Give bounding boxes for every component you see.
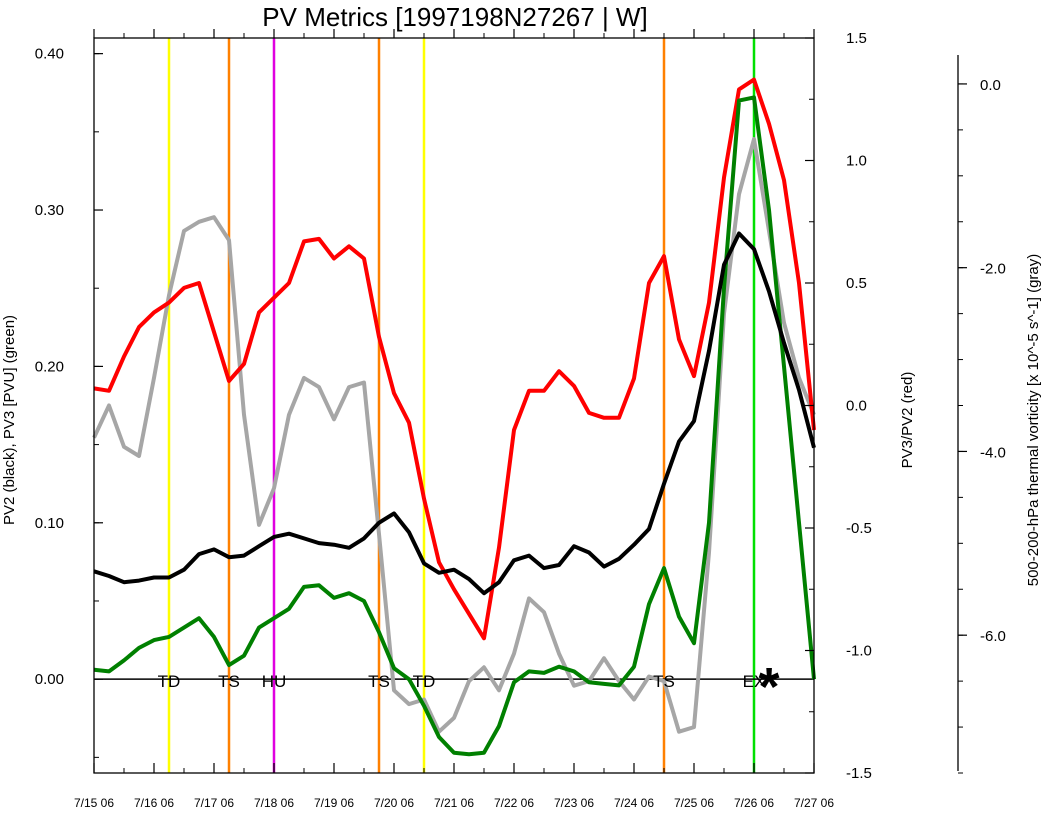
y-tick-label-right: 1.0 (846, 153, 867, 170)
y-tick-label-left: 0.20 (35, 358, 64, 375)
event-marker-label: HU (262, 672, 287, 691)
y-axis-label-far-right: 500-200-hPa thermal vorticity [x 10^-5 s… (1025, 254, 1042, 587)
x-tick-label: 7/15 06 (74, 796, 114, 810)
x-tick-label: 7/18 06 (254, 796, 294, 810)
chart-title: PV Metrics [1997198N27267 | W] (262, 2, 647, 32)
y-tick-label-left: 0.40 (35, 46, 64, 63)
x-tick-label: 7/17 06 (194, 796, 234, 810)
event-markers (94, 38, 814, 773)
series-lines: TD TS HU TS TD TS EX* (92, 77, 816, 757)
series-line (93, 95, 816, 757)
y-axis-label-right: PV3/PV2 (red) (899, 372, 916, 469)
y-tick-label-right: 0.5 (846, 275, 867, 292)
x-tick-label: 7/20 06 (374, 796, 414, 810)
x-tick-label: 7/26 06 (734, 796, 774, 810)
y-tick-label-far-right: -6.0 (980, 628, 1006, 645)
asterisk-marker: * (758, 657, 779, 717)
event-marker-label: TS (368, 672, 390, 691)
y-tick-label-right: -1.0 (846, 643, 872, 660)
x-tick-label: 7/25 06 (674, 796, 714, 810)
y-tick-label-far-right: -4.0 (980, 444, 1006, 461)
x-tick-label: 7/22 06 (494, 796, 534, 810)
y-axis-label-left: PV2 (black), PV3 [PVU] (green) (1, 315, 18, 525)
y-tick-label-right: 1.5 (846, 30, 867, 47)
event-marker-label: TS (218, 672, 240, 691)
y-tick-label-far-right: 0.0 (980, 77, 1001, 94)
event-marker-label: TD (413, 672, 436, 691)
series-line (93, 231, 816, 596)
y-tick-label-right: -0.5 (846, 520, 872, 537)
series-line (93, 77, 816, 641)
event-marker-label: TS (653, 672, 675, 691)
series-line (92, 137, 816, 734)
y-tick-label-left: 0.30 (35, 202, 64, 219)
event-marker-label: TD (158, 672, 181, 691)
x-tick-label: 7/27 06 (794, 796, 834, 810)
x-tick-label: 7/24 06 (614, 796, 654, 810)
x-tick-label: 7/19 06 (314, 796, 354, 810)
plot-border (93, 37, 815, 774)
y-tick-label-left: 0.00 (35, 671, 64, 688)
x-tick-label: 7/21 06 (434, 796, 474, 810)
event-marker-label: EX (743, 672, 766, 691)
plot-frame (93, 37, 815, 774)
y-tick-label-left: 0.10 (35, 515, 64, 532)
x-tick-label: 7/23 06 (554, 796, 594, 810)
y-tick-label-right: 0.0 (846, 398, 867, 415)
x-tick-label: 7/16 06 (134, 796, 174, 810)
y-tick-label-right: -1.5 (846, 765, 872, 782)
axes: 7/15 06 7/16 06 7/17 06 7/18 06 7/19 06 7/20 … (35, 29, 1006, 810)
y-tick-label-far-right: -2.0 (980, 261, 1006, 278)
